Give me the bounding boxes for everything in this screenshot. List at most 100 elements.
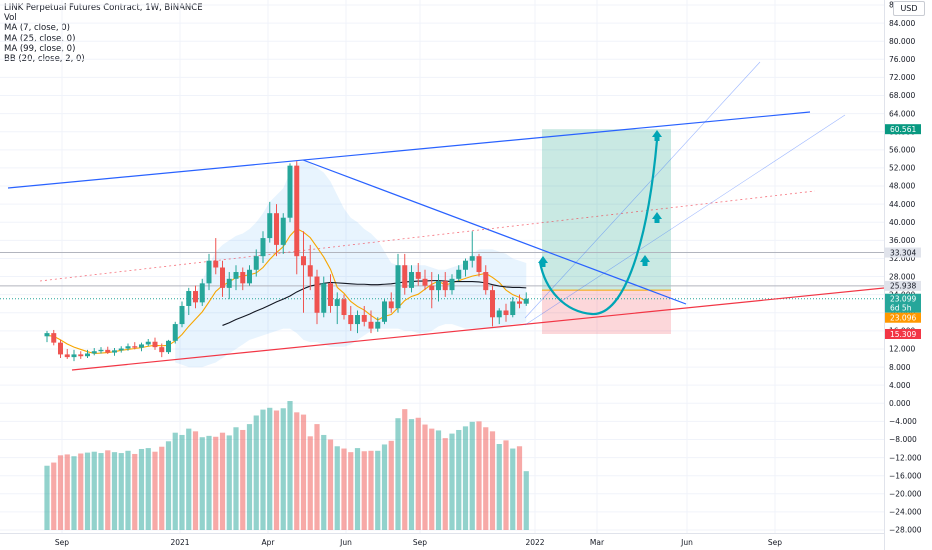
candle-body	[71, 354, 77, 358]
price-axis-tick: 32.000	[889, 254, 915, 263]
volume-bar	[300, 414, 307, 530]
candle-body	[118, 348, 124, 351]
position-zones[interactable]	[542, 129, 671, 334]
parallel-line-lower	[524, 114, 846, 326]
volume-bar	[469, 421, 475, 530]
time-axis-tick: Apr	[262, 538, 276, 547]
time-axis-tick: Sep	[55, 538, 69, 547]
candle-body	[463, 260, 468, 270]
volume-bar	[260, 409, 266, 530]
candle-body	[422, 278, 428, 286]
candle-body	[193, 291, 198, 303]
trend-lines[interactable]	[0, 61, 885, 371]
candle-body	[368, 321, 374, 329]
arrow-up-4	[652, 130, 662, 141]
price-axis-tick: −16.000	[889, 471, 922, 480]
volume-bar	[172, 432, 178, 530]
candle-body	[145, 341, 151, 345]
volume-bar	[456, 429, 462, 530]
candle-body	[159, 347, 165, 353]
legend-title: LINK Perpetual Futures Contract, 1W, BIN…	[4, 3, 203, 13]
volume-bar	[435, 430, 442, 530]
volume-bar	[408, 419, 415, 530]
volume-bar	[395, 418, 401, 530]
candle-body	[105, 349, 111, 353]
price-axis-tick: 44.000	[889, 200, 915, 209]
volume-bar	[138, 448, 145, 530]
candle-body	[348, 315, 354, 325]
candle-body	[388, 301, 394, 309]
volume-bar	[125, 450, 131, 530]
legend-ma7[interactable]: MA (7, close, 0)	[4, 23, 70, 34]
time-axis-tick: 2022	[525, 538, 544, 547]
time-axis-tick: Sep	[768, 538, 782, 547]
volume-bar	[165, 441, 172, 530]
volume-bar	[489, 431, 496, 530]
time-axis-tick: Jun	[339, 538, 352, 547]
arrow-up-3	[652, 212, 662, 223]
volume-bar	[368, 450, 374, 530]
price-tag: 25.938	[885, 280, 921, 291]
candle-body	[436, 281, 441, 291]
legend-vol[interactable]: Vol	[4, 13, 17, 24]
volume-bar	[388, 440, 394, 530]
volume-bar	[381, 444, 388, 530]
volume-bar	[84, 452, 91, 530]
volume-bar	[273, 410, 280, 530]
volume-bar	[118, 453, 124, 530]
price-tag-text: 15.309	[890, 330, 916, 339]
volume-bar	[213, 436, 219, 530]
currency-button[interactable]: USD	[893, 1, 925, 16]
candlesticks	[44, 161, 529, 362]
candle-body	[64, 354, 70, 358]
candle-body	[78, 354, 84, 357]
volume-bar	[226, 435, 232, 530]
volume-bar	[327, 439, 334, 530]
volume-bar	[496, 444, 502, 530]
volume-bar	[449, 433, 455, 530]
volume-bar	[516, 446, 523, 530]
volume-bar	[192, 431, 199, 530]
price-tag-text: 33.304	[890, 248, 916, 257]
take-profit-zone	[542, 129, 671, 291]
projection-arrows[interactable]	[538, 130, 662, 316]
price-scale-area[interactable]	[884, 0, 932, 550]
candle-body	[307, 265, 313, 277]
price-axis-tick: −4.000	[889, 417, 917, 426]
volume-bar	[280, 408, 286, 530]
price-tag: 23.096	[885, 312, 921, 323]
candle-body	[456, 269, 462, 279]
volume-bar	[132, 453, 138, 530]
time-scale-divider	[0, 533, 884, 534]
candle-body	[58, 342, 63, 355]
candle-body	[199, 283, 205, 303]
candle-body	[415, 272, 421, 279]
volume-bar	[199, 437, 205, 530]
volume-bar	[287, 401, 293, 530]
legend-ma99[interactable]: MA (99, close, 0)	[4, 43, 76, 54]
price-tag-text: 23.096	[890, 314, 916, 323]
volume-bar	[57, 455, 64, 530]
candle-body	[132, 346, 138, 348]
candle-body	[247, 269, 252, 284]
price-axis-tick: 12.000	[889, 345, 915, 354]
volume-bar	[71, 456, 77, 530]
volume-bar	[51, 462, 57, 530]
legend-ma25[interactable]: MA (25, close, 0)	[4, 33, 76, 44]
price-axis-tick: 84.000	[889, 19, 915, 28]
candle-body	[233, 272, 239, 279]
candle-body	[361, 315, 367, 322]
candle-body	[260, 238, 266, 257]
price-axis-tick: 28.000	[889, 272, 915, 281]
volume-bar	[429, 428, 435, 530]
volume-bar	[334, 446, 340, 530]
price-tag-text: 25.938	[890, 282, 916, 291]
candle-body	[341, 299, 347, 316]
volume-bar	[402, 409, 408, 530]
volume-bar	[186, 428, 192, 530]
candle-body	[166, 340, 171, 353]
candle-body	[321, 283, 327, 313]
candle-body	[44, 333, 50, 337]
price-axis-tick: 64.000	[889, 109, 915, 118]
